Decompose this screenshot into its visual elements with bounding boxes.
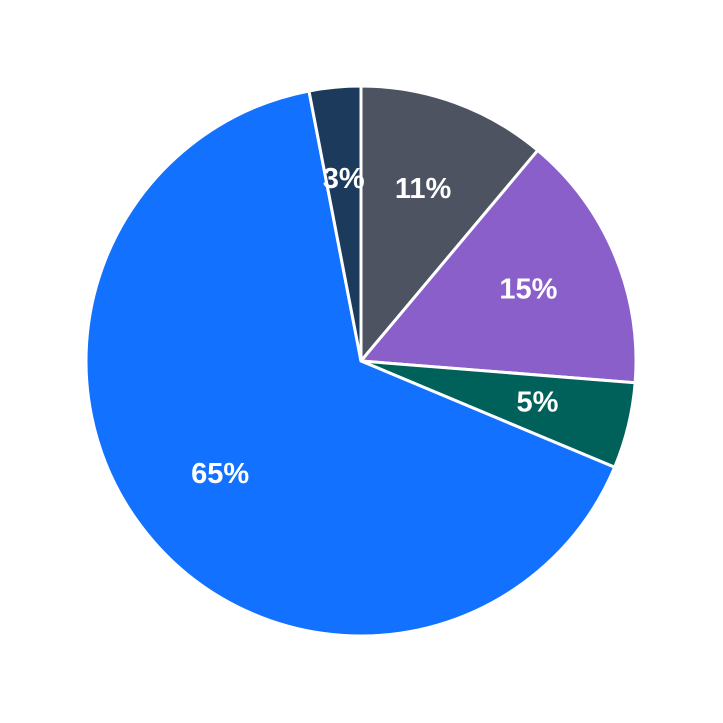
svg-text:15%: 15% xyxy=(499,274,557,306)
svg-text:5%: 5% xyxy=(516,386,558,418)
svg-text:11%: 11% xyxy=(395,173,452,205)
svg-text:65%: 65% xyxy=(191,458,249,490)
svg-text:3%: 3% xyxy=(323,163,365,195)
